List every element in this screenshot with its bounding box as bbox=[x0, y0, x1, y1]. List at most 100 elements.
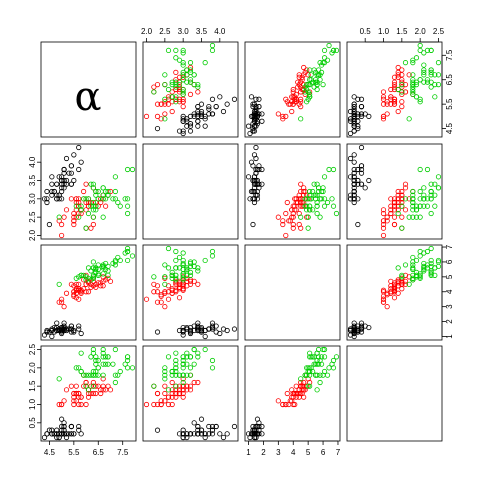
data-point-g1-22 bbox=[399, 214, 405, 220]
data-point-g0-16 bbox=[213, 329, 219, 335]
data-point-g1-7 bbox=[56, 218, 62, 224]
data-point-g2-6 bbox=[162, 116, 168, 122]
data-point-g0-41 bbox=[355, 125, 361, 132]
data-point-g1-29 bbox=[165, 296, 172, 302]
data-point-g0-29 bbox=[51, 188, 57, 195]
data-point-g2-19 bbox=[399, 225, 405, 231]
data-point-g1-23 bbox=[85, 394, 92, 400]
data-point-g1-35 bbox=[83, 181, 89, 187]
data-point-g2-22 bbox=[173, 47, 179, 54]
data-point-g0-18 bbox=[76, 427, 82, 433]
data-point-g1-6 bbox=[402, 185, 409, 191]
data-point-g2-18 bbox=[124, 210, 131, 217]
data-point-g1-48 bbox=[275, 398, 281, 404]
panel-frame-r2-c1 bbox=[142, 244, 239, 341]
data-point-g1-12 bbox=[290, 225, 296, 231]
data-point-g2-6 bbox=[298, 116, 304, 122]
data-point-g2-42 bbox=[78, 368, 84, 375]
data-point-g0-1 bbox=[56, 196, 62, 202]
data-point-g2-14 bbox=[432, 203, 438, 209]
data-point-g0-37 bbox=[202, 116, 208, 122]
data-point-g0-43 bbox=[254, 416, 261, 422]
data-point-g2-39 bbox=[421, 268, 427, 274]
data-point-g2-43 bbox=[318, 188, 325, 195]
data-point-g0-41 bbox=[154, 125, 161, 132]
data-point-g0-14 bbox=[217, 94, 223, 100]
data-point-g2-46 bbox=[90, 274, 96, 280]
data-point-g0-48 bbox=[253, 106, 259, 112]
data-point-g0-18 bbox=[209, 96, 216, 102]
data-point-g2-20 bbox=[315, 67, 322, 73]
data-point-g0-35 bbox=[187, 113, 194, 119]
data-point-g1-18 bbox=[88, 225, 94, 231]
data-point-g2-17 bbox=[209, 357, 216, 364]
data-point-g0-14 bbox=[78, 330, 84, 337]
data-point-g2-41 bbox=[307, 67, 313, 73]
data-point-g2-29 bbox=[112, 379, 118, 386]
x-axis-col1-top: 2.0 2.5 3.0 3.5 4.0 bbox=[141, 27, 226, 43]
data-point-g2-27 bbox=[85, 372, 92, 378]
data-point-g0-42 bbox=[351, 128, 357, 134]
data-point-g2-42 bbox=[413, 94, 420, 100]
data-point-g2-7 bbox=[115, 254, 121, 261]
data-point-g1-4 bbox=[95, 203, 101, 209]
data-point-g1-36 bbox=[100, 383, 106, 389]
data-point-g2-18 bbox=[428, 210, 434, 217]
data-point-g0-16 bbox=[68, 163, 75, 169]
data-point-g2-25 bbox=[187, 259, 194, 265]
data-point-g2-44 bbox=[315, 72, 322, 78]
data-point-g0-45 bbox=[54, 427, 60, 433]
data-point-g2-2 bbox=[180, 62, 186, 68]
y-tick-label: 7.5 bbox=[445, 49, 454, 61]
data-point-g2-38 bbox=[83, 196, 89, 202]
data-point-g2-9 bbox=[321, 346, 328, 353]
data-point-g2-42 bbox=[169, 94, 175, 100]
data-point-g1-8 bbox=[98, 199, 104, 206]
data-point-g1-49 bbox=[292, 96, 298, 102]
data-point-g0-46 bbox=[209, 111, 216, 117]
data-point-g0-36 bbox=[250, 101, 256, 107]
y-tick-label: 5 bbox=[445, 274, 454, 279]
data-point-g1-47 bbox=[391, 199, 398, 206]
data-point-g2-41 bbox=[105, 354, 111, 360]
data-point-g0-48 bbox=[66, 431, 72, 437]
data-point-g2-40 bbox=[432, 72, 438, 78]
data-point-g2-12 bbox=[180, 69, 186, 76]
data-point-g2-34 bbox=[395, 86, 401, 93]
data-point-g0-40 bbox=[198, 427, 205, 433]
data-point-g2-31 bbox=[129, 365, 136, 371]
data-point-g2-37 bbox=[184, 372, 190, 378]
data-point-g2-49 bbox=[410, 91, 416, 97]
data-point-g2-15 bbox=[93, 354, 99, 360]
y-tick-label: 4.5 bbox=[445, 122, 454, 134]
data-point-g2-16 bbox=[95, 372, 101, 378]
data-point-g1-34 bbox=[68, 196, 75, 202]
data-point-g0-27 bbox=[63, 177, 70, 184]
data-point-g1-42 bbox=[165, 94, 172, 100]
data-point-g0-47 bbox=[187, 431, 194, 437]
data-point-g1-31 bbox=[158, 293, 164, 299]
data-point-g2-40 bbox=[184, 265, 190, 271]
data-point-g1-3 bbox=[290, 221, 296, 228]
data-point-g0-23 bbox=[362, 111, 368, 117]
data-point-g0-31 bbox=[195, 104, 201, 110]
data-point-g2-11 bbox=[413, 79, 420, 85]
data-point-g1-2 bbox=[399, 67, 405, 73]
data-point-g2-48 bbox=[428, 181, 434, 187]
data-point-g2-41 bbox=[428, 67, 434, 73]
data-point-g1-0 bbox=[395, 188, 401, 195]
data-point-g0-47 bbox=[351, 188, 357, 195]
data-point-g2-15 bbox=[428, 79, 434, 85]
data-point-g1-0 bbox=[107, 387, 114, 393]
data-point-g1-47 bbox=[176, 390, 183, 397]
data-point-g2-18 bbox=[165, 354, 172, 360]
data-point-g1-48 bbox=[275, 111, 281, 117]
data-point-g2-45 bbox=[428, 196, 434, 202]
data-point-g1-9 bbox=[395, 207, 401, 213]
data-point-g0-14 bbox=[351, 94, 357, 100]
data-point-g1-23 bbox=[388, 86, 394, 93]
data-point-g0-41 bbox=[154, 329, 161, 335]
data-point-g0-23 bbox=[362, 185, 368, 191]
data-point-g1-23 bbox=[85, 203, 92, 209]
data-point-g0-49 bbox=[191, 327, 197, 334]
